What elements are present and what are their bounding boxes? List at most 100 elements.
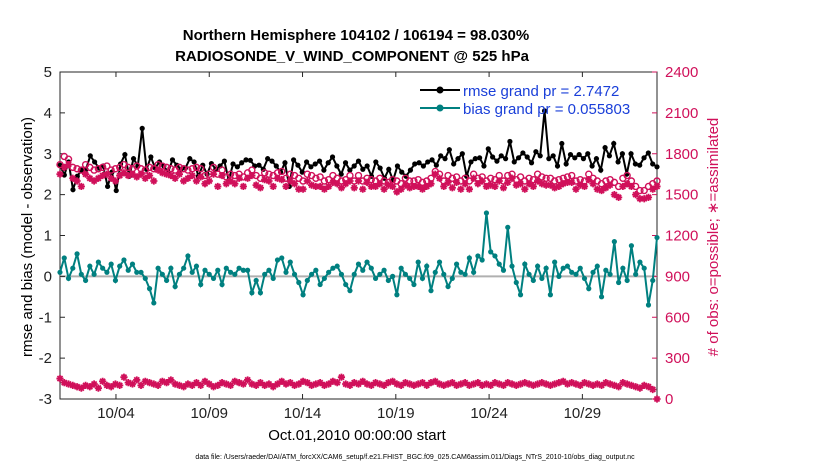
assimilated-point <box>508 174 516 182</box>
assimilated-point <box>333 180 341 188</box>
bias-point <box>445 283 451 290</box>
possible-point <box>90 166 98 174</box>
assimilated-point <box>653 182 661 191</box>
rmse-point <box>191 159 197 165</box>
bias-point <box>176 271 182 277</box>
assimilated-point <box>512 381 520 389</box>
bias-point <box>91 271 97 277</box>
assimilated-point <box>171 174 179 182</box>
bias-point <box>535 263 541 269</box>
rmse-point <box>567 151 574 158</box>
assimilated-point <box>201 377 209 385</box>
bias-point <box>368 265 374 271</box>
rmse-point <box>528 160 535 166</box>
legend-rmse-label: rmse grand pr = 2.7472 <box>463 83 619 100</box>
bias-point <box>343 281 349 288</box>
assimilated-point <box>290 180 299 188</box>
x-tick-label: 10/24 <box>470 405 508 422</box>
rmse-point <box>347 167 353 173</box>
assimilated-point <box>303 379 311 387</box>
assimilated-point <box>542 181 550 189</box>
possible-point <box>103 162 111 170</box>
rmse-point <box>394 163 401 169</box>
possible-point <box>538 173 546 181</box>
assimilated-point <box>435 380 444 388</box>
assimilated-point <box>350 379 358 387</box>
y-tick-label: 5 <box>44 64 52 81</box>
assimilated-point <box>197 173 205 181</box>
assimilated-point <box>124 171 132 180</box>
bias-point <box>74 251 80 257</box>
bias-point <box>415 259 421 265</box>
assimilated-point <box>312 182 320 191</box>
chart-subtitle: RADIOSONDE_V_WIND_COMPONENT @ 525 hPa <box>175 48 530 65</box>
assimilated-point <box>90 380 98 388</box>
bias-point <box>330 265 336 271</box>
possible-point <box>623 171 631 180</box>
bias-point <box>411 281 417 288</box>
assimilated-point <box>120 373 128 381</box>
assimilated-point <box>265 177 273 185</box>
assimilated-point <box>376 180 384 188</box>
assimilated-point <box>431 170 439 178</box>
assimilated-point <box>103 170 111 178</box>
assimilated-point <box>448 184 456 192</box>
rmse-point <box>139 125 145 132</box>
assimilated-point <box>273 174 282 182</box>
bias-point <box>603 267 609 273</box>
assimilated-point <box>444 380 452 388</box>
y-right-tick-label: 2400 <box>665 64 698 81</box>
assimilated-point <box>252 381 260 389</box>
bias-point <box>57 269 63 275</box>
rmse-point <box>386 166 392 172</box>
assimilated-point <box>282 182 290 191</box>
legend-rmse-marker <box>436 86 444 94</box>
assimilated-point <box>431 377 439 385</box>
assimilated-point <box>384 181 392 189</box>
y-tick-label: 0 <box>44 268 52 285</box>
rmse-point <box>282 160 288 166</box>
assimilated-point <box>585 380 593 388</box>
assimilated-point <box>154 381 162 389</box>
assimilated-point <box>580 182 589 191</box>
possible-point <box>278 167 286 176</box>
bias-point <box>526 271 532 277</box>
bias-point <box>517 292 524 298</box>
bias-point <box>334 263 340 269</box>
assimilated-point <box>120 169 128 177</box>
assimilated-point <box>145 171 154 180</box>
rmse-point <box>321 167 327 173</box>
possible-point <box>448 174 457 182</box>
assimilated-point <box>389 377 397 385</box>
assimilated-point <box>235 379 243 387</box>
legend: rmse grand pr = 2.7472 bias grand pr = 0… <box>420 83 630 118</box>
possible-point <box>320 177 329 185</box>
assimilated-point <box>299 185 307 193</box>
y-tick-label: -1 <box>39 309 52 326</box>
assimilated-point <box>346 177 354 185</box>
rmse-point <box>113 187 119 194</box>
rmse-point <box>533 149 539 155</box>
possible-point <box>504 171 512 180</box>
rmse-point <box>420 163 426 169</box>
bias-point <box>581 275 588 282</box>
assimilated-point <box>491 379 499 387</box>
bias-point <box>270 275 276 282</box>
series-possible-lower-band- <box>56 373 661 403</box>
possible-point <box>124 163 132 172</box>
assimilated-point <box>154 166 162 174</box>
rmse-point <box>169 157 176 163</box>
assimilated-point <box>538 379 546 387</box>
rmse-point <box>654 164 660 170</box>
bias-point <box>347 288 353 294</box>
assimilated-point <box>636 195 644 203</box>
assimilated-point <box>371 379 380 387</box>
assimilated-point <box>273 380 282 388</box>
y-tick-label: -3 <box>39 391 52 408</box>
possible-point <box>465 177 474 185</box>
rmse-point <box>572 155 578 161</box>
assimilated-point <box>175 170 183 178</box>
assimilated-point <box>529 182 537 191</box>
bias-point <box>458 269 464 275</box>
assimilated-point <box>303 177 311 185</box>
